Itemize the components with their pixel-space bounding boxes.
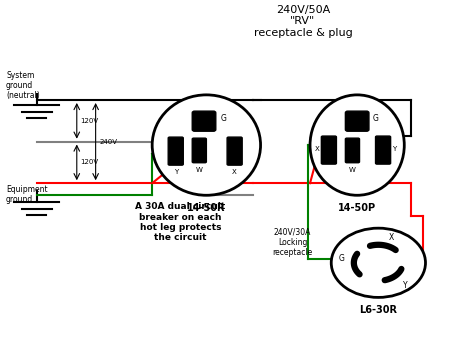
FancyBboxPatch shape [346, 111, 369, 131]
Text: 240V: 240V [100, 139, 118, 144]
Text: W: W [196, 166, 203, 172]
Text: Y: Y [173, 169, 178, 175]
Text: Y: Y [403, 281, 408, 290]
Text: G: G [220, 113, 227, 122]
Text: G: G [339, 254, 345, 263]
FancyBboxPatch shape [168, 137, 183, 165]
Text: X: X [389, 233, 394, 242]
FancyBboxPatch shape [192, 138, 206, 163]
Text: System
ground
(neutral): System ground (neutral) [6, 70, 40, 101]
Circle shape [331, 228, 426, 297]
FancyBboxPatch shape [375, 136, 391, 164]
Ellipse shape [152, 95, 261, 195]
Text: 120V: 120V [81, 159, 99, 165]
Ellipse shape [310, 95, 404, 195]
Text: W: W [349, 166, 356, 172]
Text: X: X [232, 169, 237, 175]
Text: 240V/30A
Locking
receptacle: 240V/30A Locking receptacle [273, 227, 312, 257]
FancyBboxPatch shape [321, 136, 337, 164]
Text: 14-50R: 14-50R [187, 203, 226, 213]
Text: 14-50P: 14-50P [338, 203, 376, 213]
Text: Y: Y [392, 146, 397, 152]
Text: A 30A dual circuit
breaker on each
hot leg protects
the circuit: A 30A dual circuit breaker on each hot l… [136, 202, 226, 243]
FancyBboxPatch shape [192, 111, 216, 131]
FancyBboxPatch shape [227, 137, 242, 165]
FancyBboxPatch shape [346, 138, 359, 163]
Text: Equipment
ground: Equipment ground [6, 185, 48, 204]
Text: 240V/50A
"RV"
receptacle & plug: 240V/50A "RV" receptacle & plug [254, 5, 352, 38]
Text: 120V: 120V [81, 118, 99, 124]
Text: G: G [373, 113, 379, 122]
Text: L6-30R: L6-30R [359, 305, 397, 315]
Text: X: X [315, 146, 319, 152]
